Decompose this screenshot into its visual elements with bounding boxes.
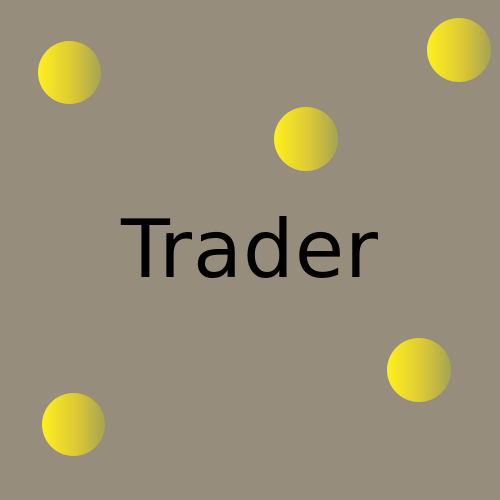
coin-icon — [427, 18, 491, 82]
coin-icon — [42, 393, 105, 456]
coin-icon — [38, 41, 101, 104]
coin-icon — [274, 107, 338, 171]
app-title: Trader — [121, 203, 379, 296]
coin-icon — [387, 338, 451, 402]
